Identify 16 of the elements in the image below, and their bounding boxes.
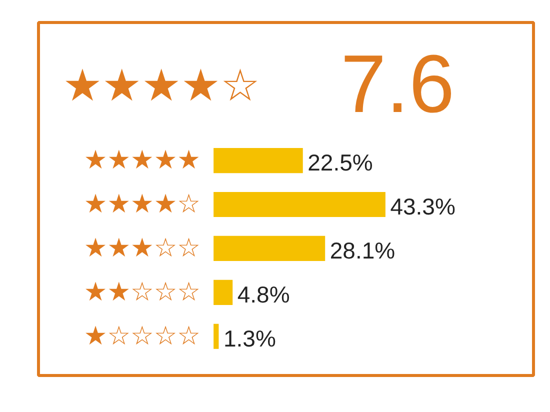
data-label: 43.3% <box>390 194 456 220</box>
data-label: 1.3% <box>223 326 276 352</box>
y-tick-label: ★★☆☆☆ <box>84 277 200 308</box>
y-tick-label: ★★★★☆ <box>84 189 200 220</box>
y-tick-label: ★★★☆☆ <box>84 233 200 264</box>
bar <box>214 280 233 305</box>
data-label: 22.5% <box>308 150 373 176</box>
data-label: 28.1% <box>330 238 396 264</box>
bar <box>214 192 386 218</box>
bar <box>214 148 303 174</box>
data-label: 4.8% <box>237 282 290 308</box>
bar <box>214 324 219 349</box>
y-tick-label: ★☆☆☆☆ <box>84 321 200 352</box>
chart-title: 7.6 <box>340 39 455 130</box>
y-tick-label: ★★★★★ <box>84 146 200 176</box>
bar <box>214 236 326 261</box>
